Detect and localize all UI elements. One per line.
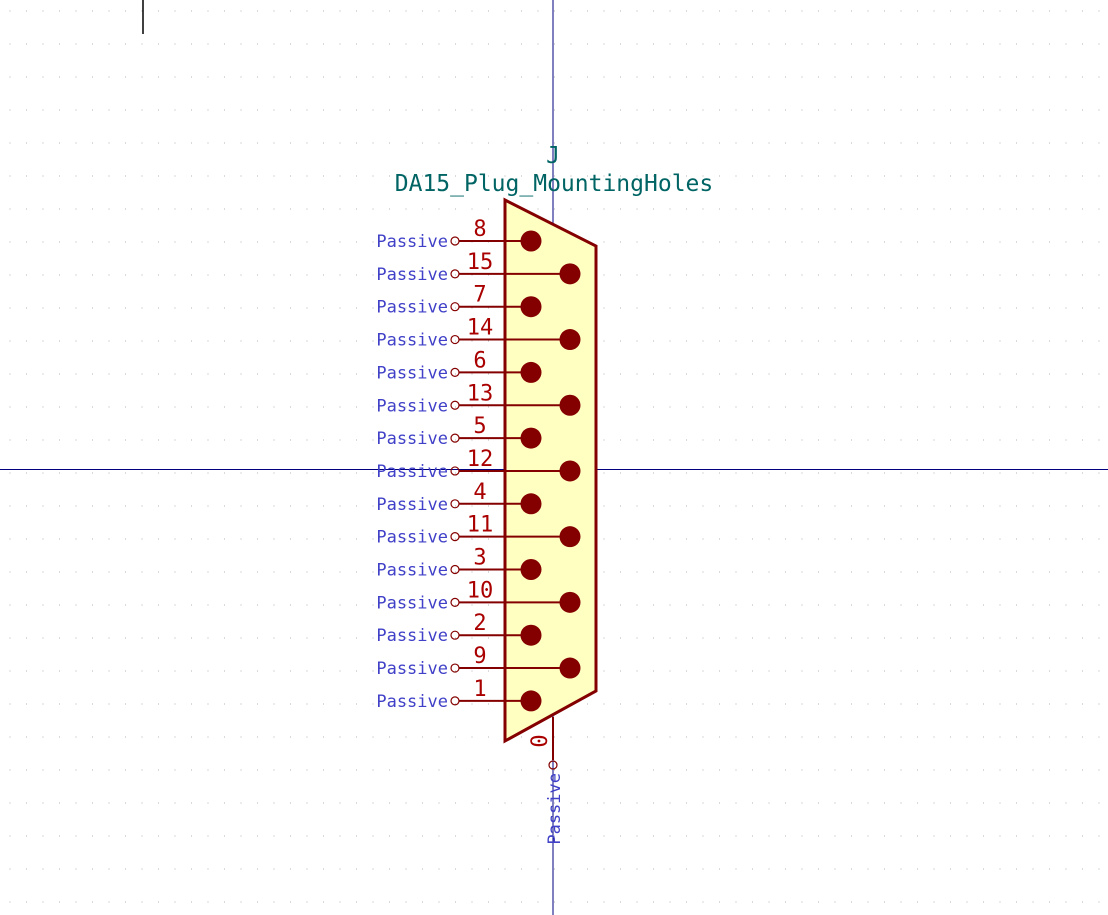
pin-14[interactable]: 14 Passive — [376, 316, 581, 351]
pin-endpoint — [450, 597, 460, 607]
pin-contact-dot — [520, 559, 542, 580]
pin-contact-dot — [559, 591, 581, 613]
pin-endpoint — [450, 269, 460, 279]
pin-10[interactable]: 10 Passive — [376, 578, 581, 613]
pin-contact-dot — [520, 624, 542, 646]
pin-type-label: Passive — [376, 626, 448, 646]
pin-7[interactable]: 7 Passive — [376, 283, 542, 318]
pin-2[interactable]: 2 Passive — [376, 611, 542, 646]
pin-endpoint — [450, 532, 460, 542]
pin-15[interactable]: 15 Passive — [376, 250, 581, 285]
pin-type-label: Passive — [376, 593, 448, 613]
pin-endpoint — [450, 236, 460, 246]
pin-type-label: Passive — [376, 659, 448, 679]
pin-number: 14 — [467, 316, 494, 341]
pin-number: 10 — [467, 578, 494, 603]
pin-endpoint — [450, 433, 460, 443]
pin-1[interactable]: 1 Passive — [376, 677, 542, 712]
pin-contact-dot — [559, 329, 581, 351]
pin-11[interactable]: 11 Passive — [376, 513, 581, 548]
pin-contact-dot — [559, 460, 581, 482]
pin-type-label: Passive — [376, 396, 448, 416]
pin-contact-dot — [520, 296, 542, 318]
connector-symbol[interactable]: J DA15_Plug_MountingHoles 8Passive15Pass… — [376, 143, 713, 845]
pin-number: 5 — [473, 414, 486, 439]
bottom-pin-endpoint — [548, 760, 558, 770]
pin-5[interactable]: 5 Passive — [376, 414, 542, 449]
reference-designator[interactable]: J — [546, 143, 560, 169]
pin-endpoint — [450, 400, 460, 410]
pin-number: 6 — [473, 348, 486, 373]
pin-3[interactable]: 3 Passive — [376, 546, 542, 581]
pin-12[interactable]: 12 Passive — [376, 447, 581, 482]
pin-endpoint — [450, 663, 460, 673]
bottom-pin-number: 0 — [528, 734, 553, 747]
pin-endpoint — [450, 466, 460, 476]
pin-6[interactable]: 6 Passive — [376, 348, 542, 383]
symbol-value[interactable]: DA15_Plug_MountingHoles — [395, 171, 714, 197]
pin-contact-dot — [559, 526, 581, 548]
pin-13[interactable]: 13 Passive — [376, 381, 581, 416]
bottom-pin-type: Passive — [545, 773, 565, 845]
pin-8[interactable]: 8 Passive — [376, 217, 542, 252]
pin-contact-dot — [559, 657, 581, 679]
pin-contact-dot — [520, 690, 542, 712]
pin-type-label: Passive — [376, 429, 448, 449]
pin-type-label: Passive — [376, 363, 448, 383]
pin-number: 9 — [473, 644, 486, 669]
pin-type-label: Passive — [376, 495, 448, 515]
pin-endpoint — [450, 302, 460, 312]
pin-number: 4 — [473, 480, 486, 505]
pin-contact-dot — [520, 230, 542, 252]
pin-number: 11 — [467, 513, 494, 538]
pin-contact-dot — [559, 263, 581, 285]
pin-type-label: Passive — [376, 298, 448, 318]
pin-number: 2 — [473, 611, 486, 636]
pin-contact-dot — [520, 427, 542, 449]
pin-number: 12 — [467, 447, 494, 472]
pin-number: 7 — [473, 283, 486, 308]
pin-type-label: Passive — [376, 462, 448, 482]
pin-number: 8 — [473, 217, 486, 242]
pin-endpoint — [450, 564, 460, 575]
pin-contact-dot — [559, 394, 581, 416]
pin-contact-dot — [520, 493, 542, 515]
pin-type-label: Passive — [376, 561, 448, 581]
pin-type-label: Passive — [376, 331, 448, 351]
pin-endpoint — [450, 696, 460, 706]
pin-type-label: Passive — [376, 265, 448, 285]
pin-9[interactable]: 9 Passive — [376, 644, 581, 679]
pin-number: 1 — [473, 677, 486, 702]
pin-number: 13 — [467, 381, 494, 406]
pin-4[interactable]: 4 Passive — [376, 480, 542, 515]
bottom-pin[interactable]: 0 Passive — [528, 717, 565, 845]
pin-endpoint — [450, 367, 460, 377]
pin-number: 3 — [473, 546, 486, 571]
pin-endpoint — [450, 499, 460, 509]
pin-number: 15 — [467, 250, 494, 275]
pin-contact-dot — [520, 361, 542, 383]
pin-type-label: Passive — [376, 528, 448, 548]
pin-endpoint — [450, 630, 460, 640]
pin-type-label: Passive — [376, 692, 448, 712]
pin-endpoint — [450, 334, 460, 345]
pins: 8Passive15Passive7Passive14Passive6Passi… — [376, 217, 581, 712]
pin-type-label: Passive — [376, 232, 448, 252]
